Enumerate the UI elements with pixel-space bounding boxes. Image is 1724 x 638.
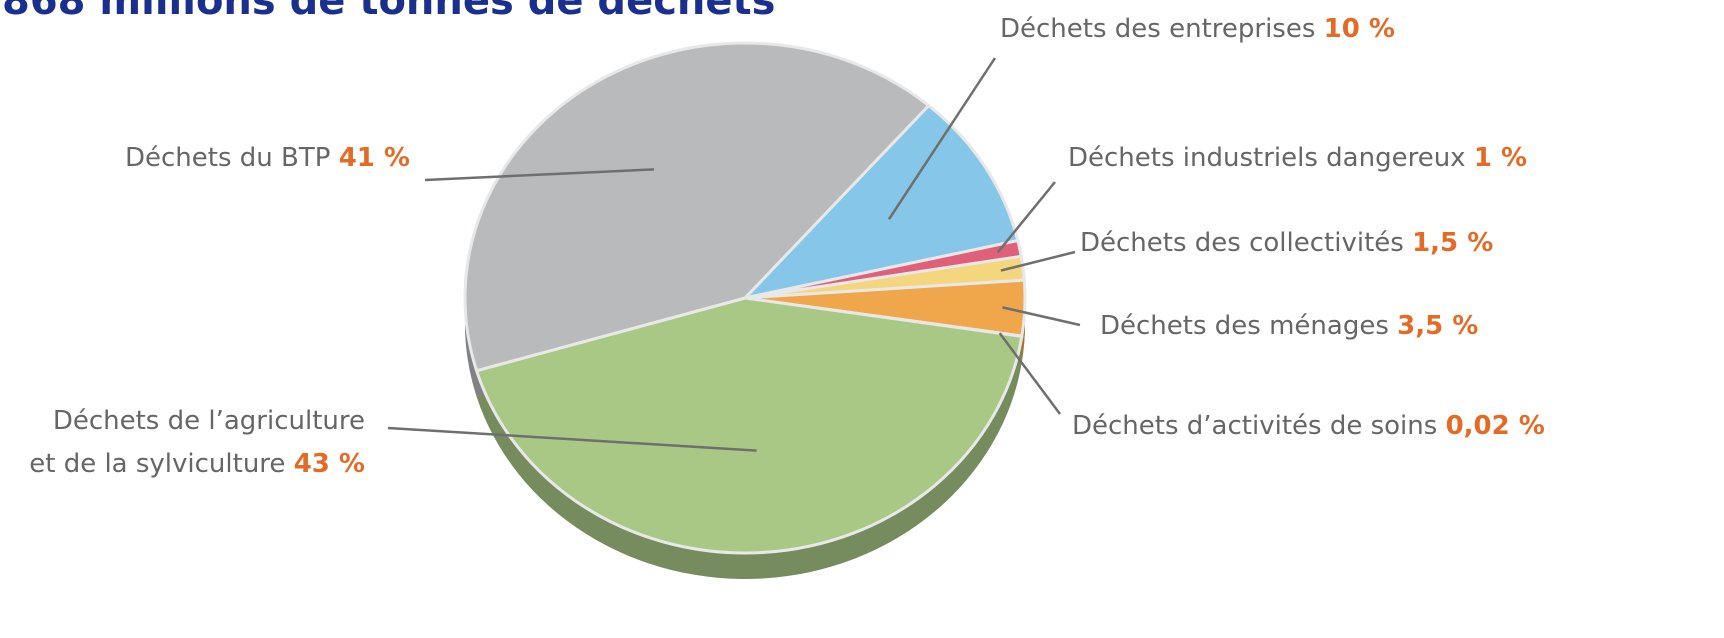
leader-line — [1000, 250, 1076, 272]
leader-line — [424, 168, 655, 182]
slice-label: Déchets des collectivités 1,5 % — [1080, 222, 1493, 265]
leader-line — [887, 57, 997, 220]
leader-line — [996, 181, 1056, 254]
category-label: Déchets des entreprises — [1000, 14, 1316, 44]
slice-label: Déchets des entreprises 10 % — [1000, 8, 1395, 51]
category-label: Déchets d’activités de soins — [1072, 411, 1438, 441]
slice-label: Déchets des ménages 3,5 % — [1100, 305, 1478, 348]
chart-title: 868 millions de tonnes de déchets — [2, 0, 776, 24]
value-label: 10 % — [1323, 14, 1395, 44]
category-label: Déchets de l’agriculture et de la sylvic… — [29, 406, 365, 479]
category-label: Déchets industriels dangereux — [1068, 143, 1466, 173]
leader-line — [998, 332, 1062, 415]
value-label: 0,02 % — [1445, 411, 1545, 441]
slice-label: Déchets d’activités de soins 0,02 % — [1072, 405, 1545, 448]
slice-label: Déchets de l’agriculture et de la sylvic… — [29, 400, 365, 486]
value-label: 1 % — [1473, 143, 1528, 173]
value-label: 3,5 % — [1397, 311, 1479, 341]
category-label: Déchets des ménages — [1100, 311, 1389, 341]
category-label: Déchets des collectivités — [1080, 228, 1404, 258]
slice-label: Déchets du BTP 41 % — [125, 137, 410, 180]
leader-line — [1002, 306, 1081, 327]
leader-line — [387, 426, 757, 452]
slice — [463, 41, 931, 373]
value-label: 41 % — [338, 143, 410, 173]
value-label: 1,5 % — [1412, 228, 1494, 258]
category-label: Déchets du BTP — [125, 143, 331, 173]
slice — [474, 296, 1024, 555]
slice-label: Déchets industriels dangereux 1 % — [1068, 137, 1527, 180]
value-label: 43 % — [293, 449, 365, 479]
